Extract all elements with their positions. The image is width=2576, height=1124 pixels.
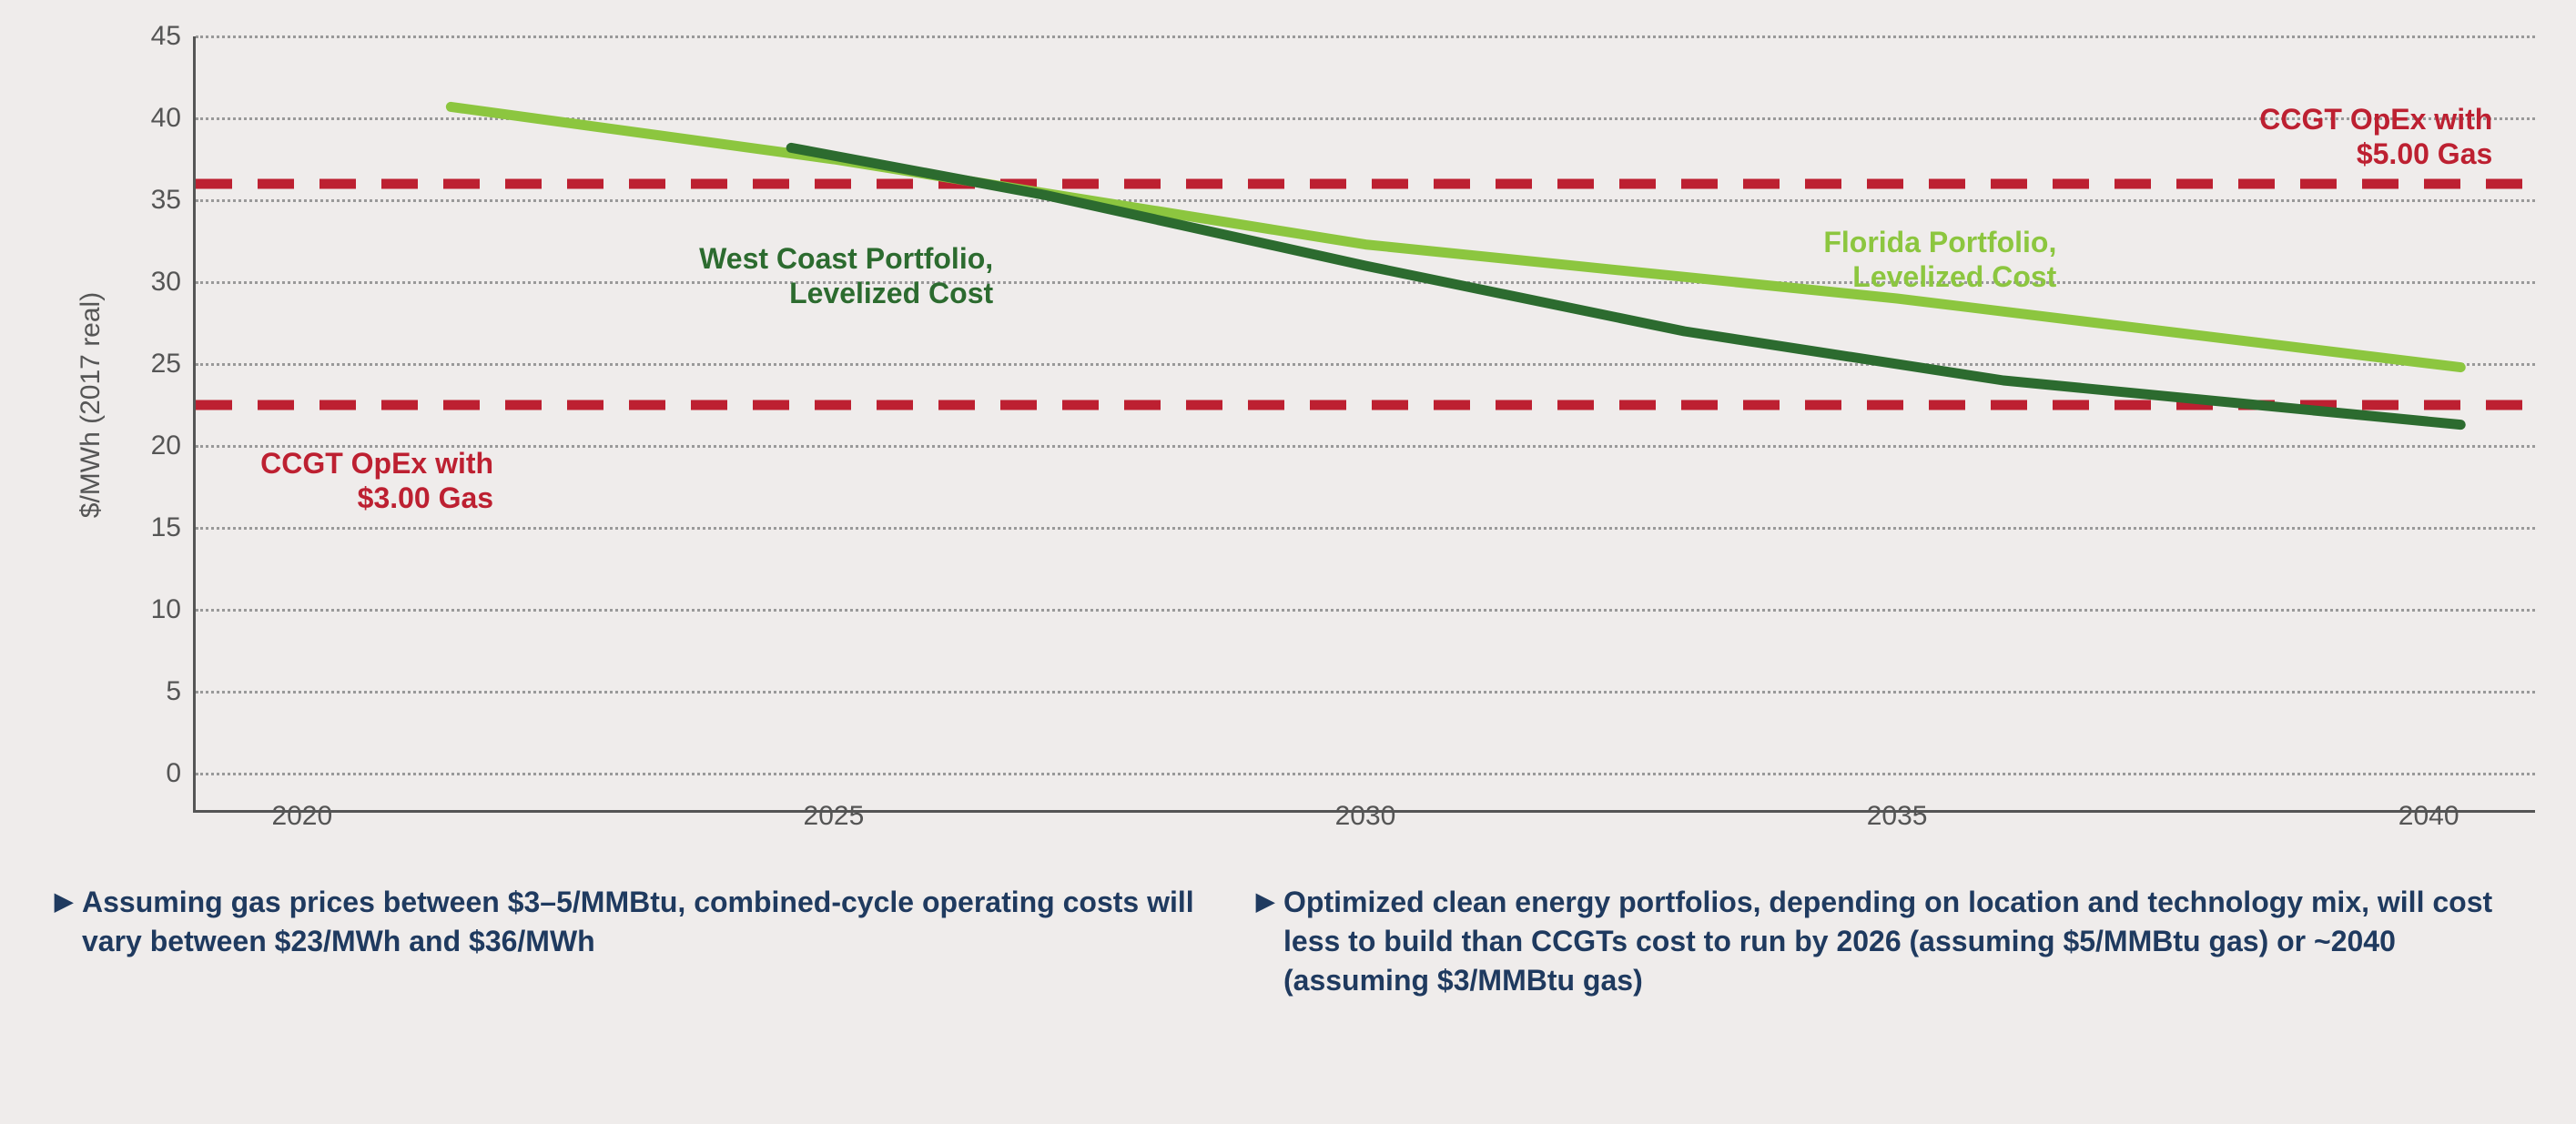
series-line-west_coast (791, 147, 2460, 424)
y-tick-label: 35 (151, 185, 196, 216)
x-axis-line (193, 810, 2535, 813)
y-tick-label: 15 (151, 512, 196, 543)
x-tick-label: 2040 (2399, 774, 2459, 832)
caption-item: ▶ Optimized clean energy portfolios, depe… (1256, 883, 2530, 1001)
y-tick-label: 0 (166, 758, 196, 789)
caption-marker-icon: ▶ (55, 886, 73, 917)
series-label-west_coast: West Coast Portfolio,Levelized Cost (699, 241, 993, 311)
y-tick-label: 5 (166, 676, 196, 707)
series-line-florida (451, 106, 2460, 367)
caption-text: Assuming gas prices between $3–5/MMBtu, … (82, 883, 1202, 961)
caption-item: ▶ Assuming gas prices between $3–5/MMBtu,… (55, 883, 1202, 1001)
y-tick-label: 45 (151, 21, 196, 52)
x-tick-label: 2020 (271, 774, 332, 832)
series-label-ccgt_3: CCGT OpEx with$3.00 Gas (260, 446, 493, 516)
chart-container: 05101520253035404520202025203020352040CC… (0, 0, 2576, 1124)
series-label-florida: Florida Portfolio,Levelized Cost (1823, 225, 2056, 295)
y-tick-label: 40 (151, 103, 196, 134)
y-tick-label: 10 (151, 594, 196, 625)
y-tick-label: 25 (151, 349, 196, 380)
captions-row: ▶ Assuming gas prices between $3–5/MMBtu,… (55, 883, 2530, 1001)
plot-area: 05101520253035404520202025203020352040CC… (196, 36, 2535, 774)
x-tick-label: 2035 (1867, 774, 1928, 832)
series-label-ccgt_5: CCGT OpEx with$5.00 Gas (2259, 102, 2492, 172)
plot-svg (196, 36, 2535, 774)
caption-marker-icon: ▶ (1256, 886, 1274, 917)
y-tick-label: 30 (151, 267, 196, 298)
y-tick-label: 20 (151, 430, 196, 461)
x-tick-label: 2030 (1335, 774, 1396, 832)
x-tick-label: 2025 (804, 774, 865, 832)
caption-text: Optimized clean energy portfolios, depen… (1283, 883, 2530, 1001)
y-axis-title: $/MWh (2017 real) (76, 292, 106, 518)
